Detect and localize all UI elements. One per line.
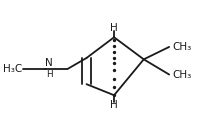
Text: H: H <box>110 23 118 33</box>
Text: N: N <box>45 59 53 68</box>
Text: H: H <box>46 70 52 79</box>
Text: H: H <box>110 100 118 110</box>
Text: CH₃: CH₃ <box>172 70 192 79</box>
Text: H₃C: H₃C <box>3 64 22 74</box>
Text: CH₃: CH₃ <box>172 42 192 52</box>
